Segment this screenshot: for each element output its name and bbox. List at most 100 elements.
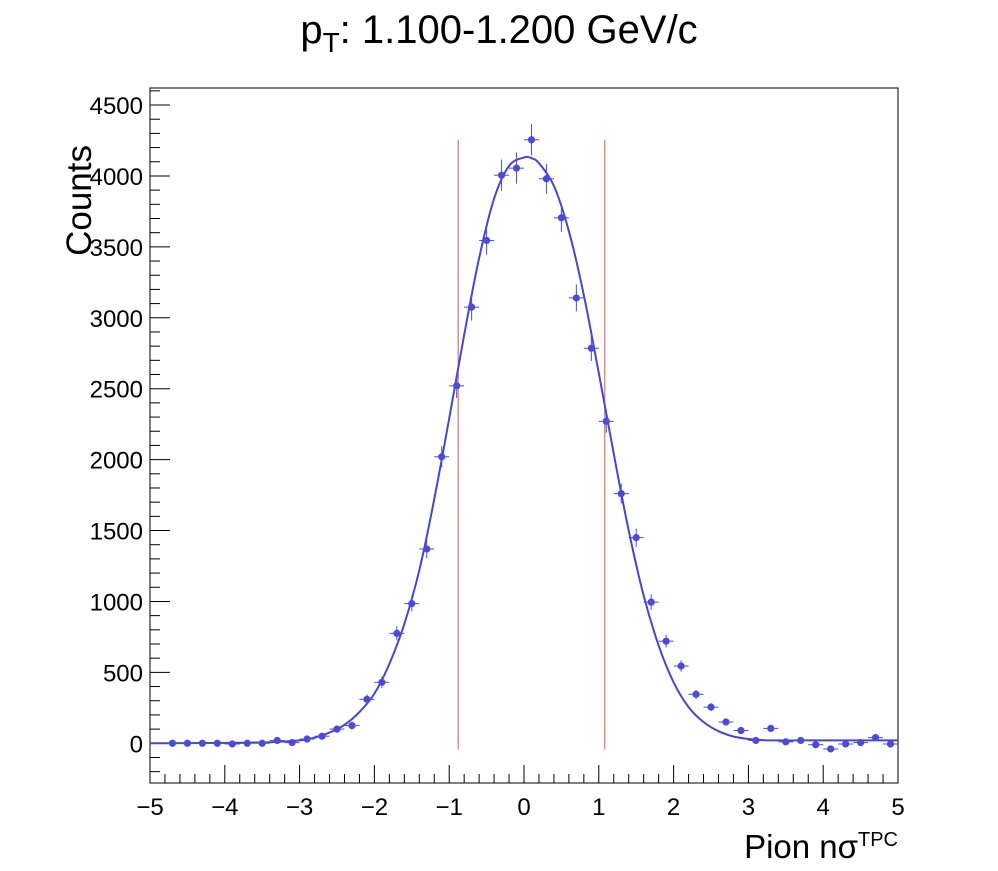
data-marker <box>363 695 371 703</box>
data-marker <box>692 690 700 698</box>
data-marker <box>812 741 820 749</box>
data-marker <box>647 598 655 606</box>
data-point <box>538 163 554 194</box>
data-point <box>389 626 405 641</box>
data-point <box>419 539 435 559</box>
data-point <box>494 159 510 191</box>
data-point <box>703 703 719 712</box>
data-point <box>553 203 569 232</box>
data-marker <box>243 739 251 747</box>
data-marker <box>857 738 865 747</box>
data-point <box>688 689 704 699</box>
data-point <box>194 739 210 747</box>
title-subscript: T <box>322 27 340 58</box>
x-tick-label: −5 <box>136 794 163 821</box>
y-tick-label: 1500 <box>90 519 143 546</box>
data-marker <box>617 490 625 498</box>
data-marker <box>797 736 805 745</box>
data-point <box>179 739 195 747</box>
data-marker <box>468 303 476 311</box>
x-tick-label: −3 <box>286 794 313 821</box>
data-marker <box>527 136 536 144</box>
data-marker <box>886 740 895 748</box>
data-marker <box>842 740 850 748</box>
data-point <box>718 718 734 726</box>
y-axis: 0 500 1000 1500 2000 2500 3000 3500 4000 4500 <box>90 90 170 773</box>
data-point <box>748 736 764 745</box>
data-marker <box>288 738 296 747</box>
data-marker <box>677 662 685 670</box>
data-point <box>598 409 614 433</box>
data-point <box>449 373 465 398</box>
data-marker <box>587 344 595 352</box>
y-tick-label: 0 <box>130 731 143 758</box>
data-marker <box>752 736 760 745</box>
data-point <box>673 660 689 672</box>
y-tick-label: 4000 <box>90 164 143 191</box>
data-point <box>823 745 839 753</box>
data-marker <box>707 703 715 711</box>
data-marker <box>782 738 790 746</box>
x-tick-label: 1 <box>592 794 605 821</box>
data-point <box>164 739 180 747</box>
data-marker <box>497 171 506 179</box>
data-marker <box>827 745 835 753</box>
data-marker <box>228 740 236 748</box>
data-point <box>583 335 599 362</box>
data-point <box>853 738 869 747</box>
x-tick-label: 0 <box>517 794 530 821</box>
x-tick-label: −2 <box>361 794 388 821</box>
data-marker <box>572 294 580 302</box>
data-marker <box>453 382 461 390</box>
data-point <box>479 226 495 255</box>
x-tick-label: 4 <box>817 794 830 821</box>
data-point <box>209 739 225 747</box>
x-axis: −5 −4 −3 −2 −1 0 1 2 3 4 5 <box>136 765 905 821</box>
data-point <box>404 595 420 612</box>
title-main: p <box>300 8 323 52</box>
data-marker <box>423 545 431 553</box>
data-point <box>838 740 854 748</box>
x-axis-label: Pion nσTPC <box>744 828 898 866</box>
data-point <box>778 738 794 746</box>
y-tick-label: 2500 <box>90 377 143 404</box>
data-marker <box>408 599 416 608</box>
data-point <box>374 676 390 688</box>
x-tick-label: −4 <box>211 794 238 821</box>
data-marker <box>393 629 401 637</box>
y-tick-label: 500 <box>103 660 143 687</box>
data-point <box>524 124 539 156</box>
data-marker <box>318 732 326 740</box>
data-marker <box>438 453 446 461</box>
data-point <box>808 741 824 749</box>
x-tick-label: 2 <box>667 794 680 821</box>
x-axis-label-superscript: TPC <box>858 829 898 851</box>
data-marker <box>767 724 775 732</box>
data-point <box>868 734 884 742</box>
fit-curve-group <box>149 155 898 745</box>
x-tick-label: −1 <box>436 794 463 821</box>
data-marker <box>273 736 281 745</box>
data-point <box>733 726 749 735</box>
data-marker <box>213 739 221 747</box>
data-point <box>793 736 809 745</box>
data-marker <box>168 739 177 747</box>
cut-lines <box>457 139 606 750</box>
x-tick-label: 3 <box>742 794 755 821</box>
data-marker <box>258 739 266 747</box>
data-point <box>613 483 629 504</box>
data-point <box>658 634 674 648</box>
data-point <box>329 725 345 733</box>
plot-frame <box>149 87 899 784</box>
data-point <box>359 694 375 705</box>
data-point <box>643 594 659 610</box>
data-marker <box>632 534 640 542</box>
data-point <box>224 740 240 748</box>
data-marker <box>722 718 730 726</box>
data-point <box>628 528 644 547</box>
data-marker <box>542 175 551 183</box>
data-marker <box>662 637 670 645</box>
fit-curve <box>149 155 898 745</box>
y-tick-label: 4500 <box>90 93 143 120</box>
